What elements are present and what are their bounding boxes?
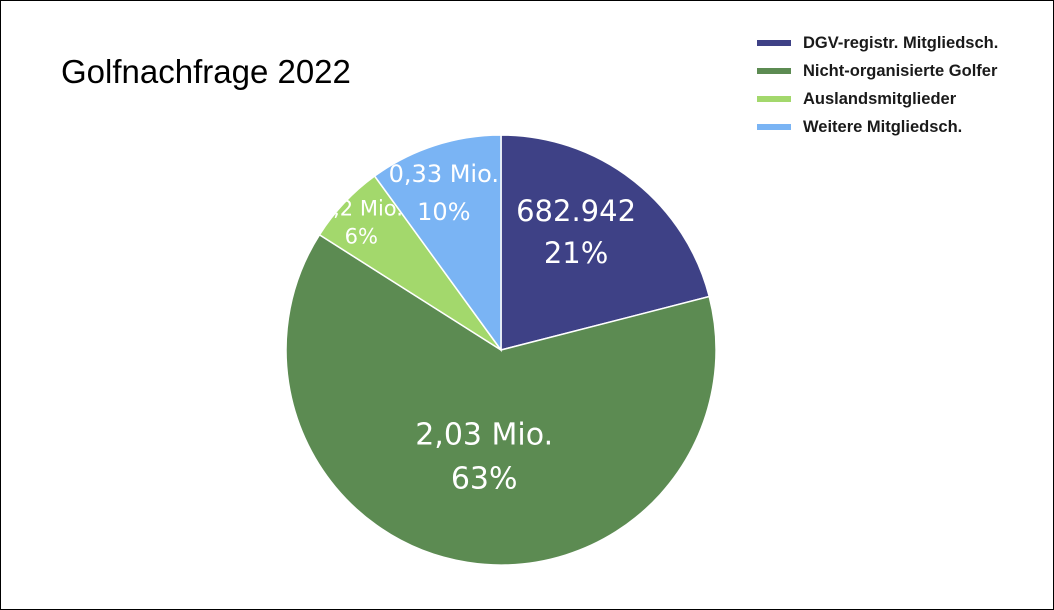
legend-label: DGV-registr. Mitgliedsch.: [803, 33, 999, 52]
slice-value-label: 0,33 Mio.: [389, 160, 499, 188]
legend-item: Nicht-organisierte Golfer: [757, 57, 998, 85]
legend-label: Weitere Mitgliedsch.: [803, 117, 963, 136]
slice-value-label: 0,2 Mio.: [320, 197, 403, 221]
legend-label: Nicht-organisierte Golfer: [803, 61, 998, 80]
legend-swatch: [757, 124, 791, 130]
pie-slice-2: [285, 233, 717, 566]
pie-slice-1: [500, 134, 711, 351]
legend-item: Weitere Mitgliedsch.: [757, 113, 998, 141]
slice-percent-label: 21%: [544, 236, 608, 270]
legend-swatch: [757, 40, 791, 46]
legend-item: Auslandsmitglieder: [757, 85, 998, 113]
chart-title: Golfnachfrage 2022: [61, 53, 351, 90]
legend-label: Auslandsmitglieder: [803, 89, 957, 108]
legend-item: DGV-registr. Mitgliedsch.: [757, 29, 998, 57]
slice-value-label: 2,03 Mio.: [415, 418, 553, 453]
pie-slice-4: [373, 134, 502, 353]
slice-percent-label: 10%: [417, 198, 470, 226]
legend-swatch: [757, 68, 791, 74]
slice-value-label: 682.942: [516, 194, 636, 228]
legend-swatch: [757, 96, 791, 102]
slice-percent-label: 63%: [451, 462, 518, 497]
legend: DGV-registr. Mitgliedsch. Nicht-organisie…: [757, 29, 998, 141]
slice-percent-label: 6%: [345, 225, 378, 249]
